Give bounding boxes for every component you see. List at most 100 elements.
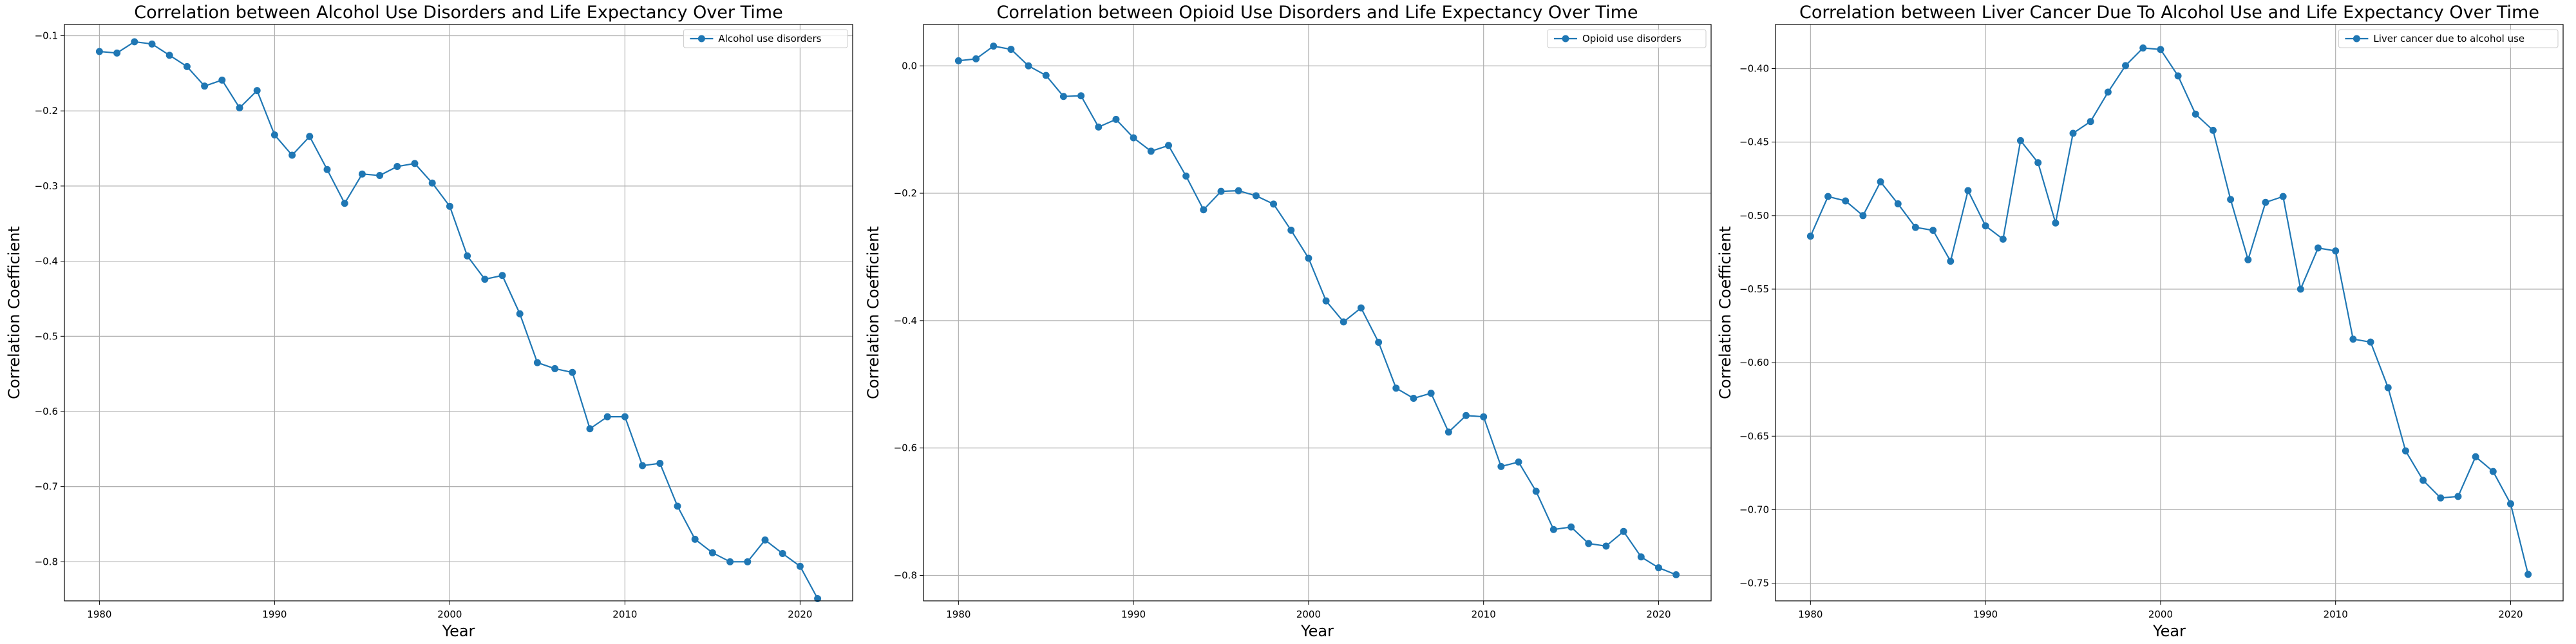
grid xyxy=(64,24,853,601)
data-point xyxy=(516,310,524,317)
data-point xyxy=(1427,390,1435,397)
legend: Opioid use disorders xyxy=(1547,29,1707,48)
data-point xyxy=(1911,223,1919,231)
data-point xyxy=(1672,571,1680,578)
data-point xyxy=(1112,115,1120,123)
x-axis-label: Year xyxy=(2152,622,2186,640)
legend-label: Alcohol use disorders xyxy=(718,33,821,44)
data-point xyxy=(2524,571,2532,578)
data-point xyxy=(990,43,998,50)
data-point xyxy=(1217,187,1225,195)
plot-frame xyxy=(1775,24,2564,601)
data-point xyxy=(1305,254,1312,262)
legend-box xyxy=(683,29,848,48)
series-line xyxy=(99,41,819,600)
data-point xyxy=(2174,72,2182,80)
x-tick-label: 2000 xyxy=(437,609,462,620)
x-tick-label: 2010 xyxy=(612,609,637,620)
legend-marker xyxy=(697,35,705,43)
data-point xyxy=(2401,447,2409,455)
data-point xyxy=(2367,338,2374,346)
data-point xyxy=(1410,395,1417,402)
data-point xyxy=(1947,258,1955,265)
x-tick-label: 1990 xyxy=(1121,609,1146,620)
data-point xyxy=(201,82,209,90)
y-tick-label: −0.50 xyxy=(1739,210,1769,222)
data-point xyxy=(2209,126,2217,134)
series-line xyxy=(1810,47,2529,575)
data-point xyxy=(2315,244,2322,252)
data-point xyxy=(376,172,384,180)
data-point xyxy=(1077,92,1085,100)
data-point xyxy=(2279,193,2287,200)
data-point xyxy=(1982,222,1989,230)
data-point xyxy=(428,179,436,187)
data-point xyxy=(166,52,173,59)
data-point xyxy=(289,151,296,159)
y-tick-label: −0.45 xyxy=(1739,137,1769,148)
y-tick-label: −0.60 xyxy=(1739,357,1769,368)
legend-box xyxy=(2338,29,2559,48)
x-tick-label: 1990 xyxy=(262,609,287,620)
data-point xyxy=(1637,553,1645,561)
data-point xyxy=(1463,412,1470,419)
data-point xyxy=(148,40,156,48)
x-tick-label: 1990 xyxy=(1973,609,1998,620)
x-axis-label: Year xyxy=(1300,622,1334,640)
data-point xyxy=(2489,468,2497,475)
data-point xyxy=(1147,147,1155,155)
data-point xyxy=(253,87,261,95)
data-point xyxy=(2437,494,2445,502)
data-point xyxy=(2034,159,2042,167)
data-point xyxy=(639,462,647,469)
data-point xyxy=(621,413,629,421)
data-point xyxy=(411,160,419,167)
data-point xyxy=(691,535,699,543)
data-point xyxy=(674,502,681,510)
data-point xyxy=(1270,200,1278,208)
data-point xyxy=(954,57,962,64)
grid xyxy=(1776,24,2563,601)
y-tick-label: −0.2 xyxy=(35,105,58,117)
data-point xyxy=(1007,46,1015,53)
chart-1: 1980 1990 2000 2010 2020 −0.8 −0.7 −0.6 −0.5 −0.4… xyxy=(5,3,853,640)
x-tick-label: 1980 xyxy=(1798,609,1823,620)
data-point xyxy=(1567,523,1575,531)
data-point xyxy=(656,459,664,467)
data-point xyxy=(1025,62,1032,70)
data-point xyxy=(2139,44,2147,52)
data-point xyxy=(2262,198,2269,206)
data-point xyxy=(464,252,471,260)
data-point xyxy=(2384,384,2392,392)
legend-label: Opioid use disorders xyxy=(1582,33,1681,44)
series-1 xyxy=(95,38,822,602)
data-point xyxy=(1964,187,1972,194)
data-point xyxy=(1182,172,1190,180)
data-point xyxy=(1497,462,1505,470)
data-point xyxy=(1824,193,1832,200)
series-1 xyxy=(1806,44,2532,578)
data-point xyxy=(569,368,576,376)
x-tick-label: 1980 xyxy=(87,609,111,620)
data-point xyxy=(1130,134,1137,142)
data-point xyxy=(2227,196,2235,204)
y-tick-label: −0.75 xyxy=(1739,578,1769,589)
data-point xyxy=(972,55,980,62)
data-point xyxy=(1340,318,1347,326)
data-point xyxy=(1480,413,1488,421)
data-point xyxy=(2069,129,2077,137)
y-tick-label: −0.4 xyxy=(894,315,917,327)
chart-2: 1980 1990 2000 2010 2020 −0.8 −0.6 −0.4 −0.2 0.0 C… xyxy=(864,3,1712,640)
legend: Alcohol use disorders xyxy=(683,29,848,48)
data-point xyxy=(2087,118,2094,126)
data-point xyxy=(1549,526,1557,533)
data-point xyxy=(814,594,822,602)
x-tick-label: 2000 xyxy=(2148,609,2173,620)
y-tick-label: −0.6 xyxy=(35,406,58,417)
data-point xyxy=(2420,477,2427,484)
x-tick-label: 2010 xyxy=(1472,609,1496,620)
data-point xyxy=(1200,206,1208,214)
data-point xyxy=(726,558,734,565)
data-point xyxy=(2297,285,2304,293)
y-tick-label: −0.8 xyxy=(894,569,917,581)
